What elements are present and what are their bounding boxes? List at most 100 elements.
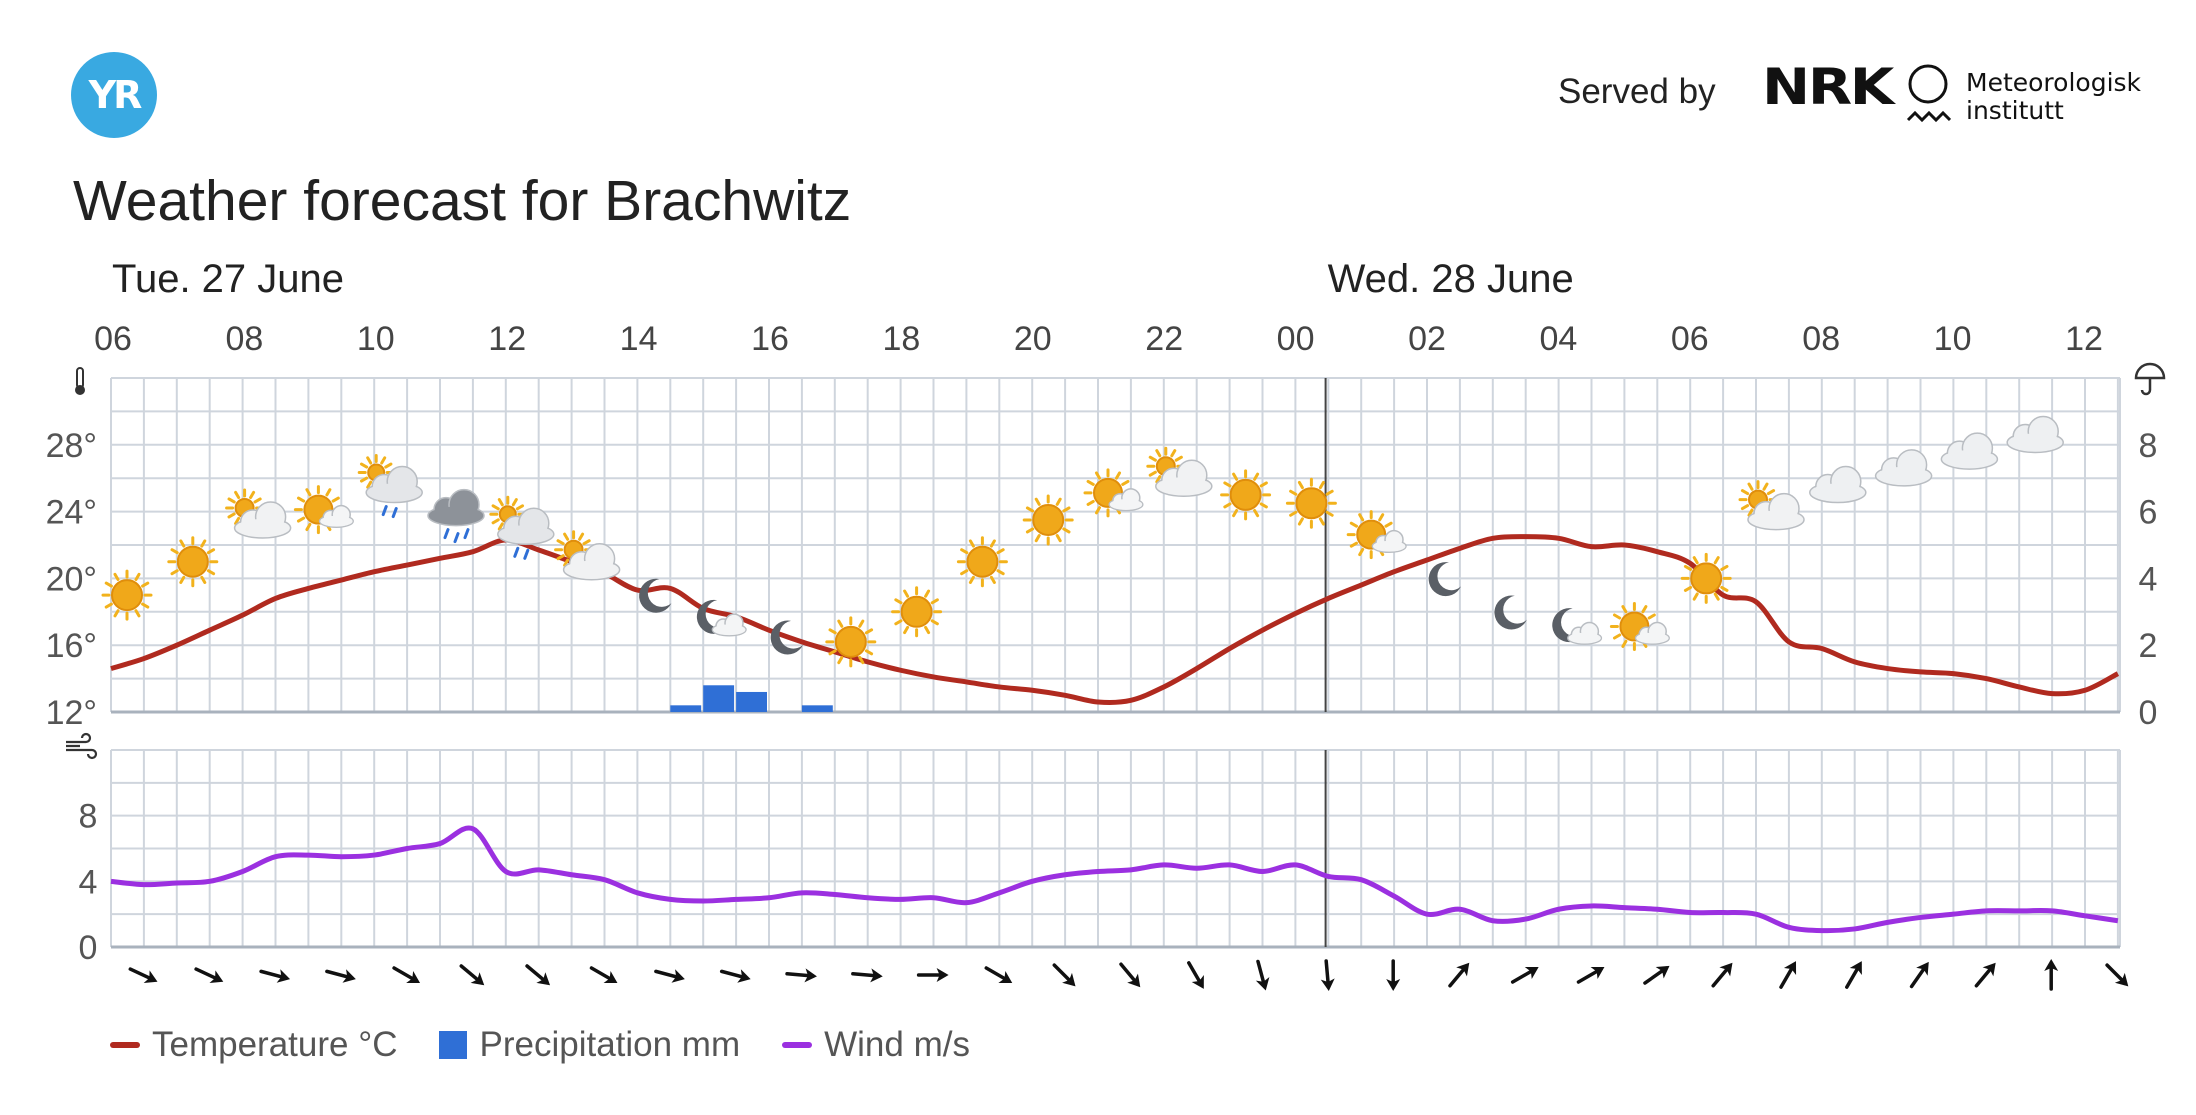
- page-title: Weather forecast for Brachwitz: [73, 169, 852, 233]
- partly-cloudy-icon: [1738, 480, 1805, 531]
- wind-direction-arrow: [719, 969, 751, 983]
- legend-wind-label: Wind m/s: [824, 1025, 970, 1064]
- hour-tick-label: 20: [1014, 320, 1052, 358]
- precip-bar: [703, 685, 735, 712]
- sun-icon: [167, 536, 219, 588]
- legend-precipitation-swatch: [439, 1031, 468, 1059]
- wind-axis-tick: 0: [79, 929, 98, 967]
- wind-direction-arrow: [1909, 961, 1929, 989]
- wind-direction-arrow: [1386, 959, 1401, 991]
- wind-direction-arrow: [589, 966, 618, 984]
- partly-cloudy-rain-icon: [357, 454, 423, 519]
- precip-axis-tick: 0: [2139, 694, 2158, 732]
- moon-icon: [770, 620, 803, 655]
- cloud-icon: [2006, 415, 2064, 454]
- wind-direction-arrow: [1974, 962, 1996, 988]
- legend-temperature-label: Temperature °C: [152, 1025, 398, 1064]
- sun-icon: [1022, 494, 1074, 546]
- moon-cloud-icon: [1552, 608, 1603, 645]
- temp-axis-tick: 20°: [46, 560, 97, 598]
- hour-tick-label: 18: [882, 320, 920, 358]
- thermometer-icon: [75, 367, 85, 395]
- legend-precipitation[interactable]: Precipitation mm: [439, 1025, 740, 1065]
- hour-tick-label: 16: [751, 320, 789, 358]
- wind-direction-arrow: [194, 967, 224, 984]
- hour-tick-label: 00: [1277, 320, 1315, 358]
- wind-direction-arrow: [851, 968, 883, 983]
- cloud-icon: [1940, 432, 1999, 470]
- hour-tick-label: 06: [94, 320, 132, 358]
- wind-direction-arrow: [2105, 963, 2129, 987]
- wind-direction-arrow: [259, 969, 291, 983]
- precip-axis-tick: 6: [2139, 494, 2158, 532]
- wind-icon: [66, 732, 98, 760]
- moon-cloud-icon: [696, 599, 747, 637]
- wind-direction-arrow: [1643, 965, 1670, 985]
- wind-direction-arrow: [1779, 961, 1797, 989]
- wind-direction-arrow: [1255, 959, 1270, 991]
- cloud-icon: [1809, 465, 1867, 504]
- sun-icon: [1220, 469, 1272, 521]
- precip-bar: [801, 705, 833, 712]
- moon-icon: [1428, 562, 1461, 597]
- hour-tick-label: 22: [1145, 320, 1183, 358]
- met-line2: institutt: [1966, 96, 2064, 125]
- wind-direction-arrow: [1187, 961, 1204, 989]
- precip-axis-tick: 8: [2139, 427, 2158, 465]
- chart-legend: Temperature °C Precipitation mm Wind m/s: [110, 1025, 1012, 1065]
- hour-tick-label: 12: [2065, 320, 2103, 358]
- hour-tick-label: 14: [620, 320, 658, 358]
- wind-direction-arrow: [325, 969, 356, 983]
- hour-tick-label: 10: [357, 320, 395, 358]
- legend-temperature[interactable]: Temperature °C: [110, 1025, 397, 1065]
- wind-direction-arrow: [1119, 962, 1141, 988]
- sun-icon: [1680, 552, 1732, 604]
- sun-cloud-small-icon: [1609, 602, 1670, 651]
- sun-cloud-small-icon: [1083, 468, 1144, 518]
- sun-cloud-small-icon: [293, 485, 354, 535]
- temperature-line: [110, 534, 2120, 705]
- wind-direction-arrow: [1711, 962, 1733, 988]
- partly-cloudy-icon: [225, 488, 292, 539]
- wind-direction-arrow: [1052, 963, 1076, 987]
- wind-direction-arrow: [128, 967, 158, 984]
- partly-cloudy-rain-icon: [489, 495, 555, 560]
- legend-precipitation-label: Precipitation mm: [479, 1025, 741, 1064]
- sun-icon: [101, 569, 153, 621]
- partly-cloudy-icon: [554, 530, 621, 581]
- wind-direction-arrow: [1320, 959, 1335, 991]
- wind-direction-arrow: [1576, 966, 1605, 984]
- sun-icon: [1285, 477, 1337, 529]
- sun-icon: [825, 616, 877, 668]
- yr-logo-text: YR: [88, 73, 143, 117]
- hour-tick-label: 10: [1934, 320, 1972, 358]
- met-institute-icon: [1906, 64, 1951, 123]
- precip-bar: [670, 705, 702, 712]
- wind-direction-arrow: [1448, 962, 1470, 988]
- legend-temperature-swatch: [110, 1042, 140, 1048]
- moon-icon: [639, 578, 672, 613]
- hour-tick-label: 04: [1539, 320, 1577, 358]
- legend-wind-swatch: [782, 1042, 813, 1048]
- rain-cloud-icon: [427, 488, 485, 544]
- hour-tick-label: 08: [1802, 320, 1840, 358]
- met-institute-logo[interactable]: Meteorologisk institutt: [1966, 69, 2141, 125]
- moon-icon: [1494, 595, 1527, 630]
- wind-line: [110, 825, 2119, 934]
- wind-direction-arrow: [916, 968, 949, 982]
- served-by-label: Served by: [1558, 72, 1716, 111]
- hour-tick-label: 06: [1671, 320, 1709, 358]
- hour-tick-label: 12: [488, 320, 526, 358]
- umbrella-icon: [2134, 362, 2166, 396]
- wind-direction-arrow: [1510, 966, 1539, 984]
- nrk-logo[interactable]: NRK: [1762, 58, 1894, 116]
- met-line1: Meteorologisk: [1966, 68, 2142, 97]
- temp-axis-tick: 28°: [46, 427, 97, 465]
- wind-direction-arrow: [984, 966, 1013, 984]
- day-label: Wed. 28 June: [1328, 257, 1574, 301]
- wind-direction-arrow: [785, 968, 817, 983]
- precip-axis-tick: 4: [2139, 560, 2158, 598]
- yr-logo[interactable]: YR: [71, 52, 157, 138]
- partly-cloudy-icon: [1146, 446, 1213, 497]
- legend-wind[interactable]: Wind m/s: [782, 1025, 970, 1065]
